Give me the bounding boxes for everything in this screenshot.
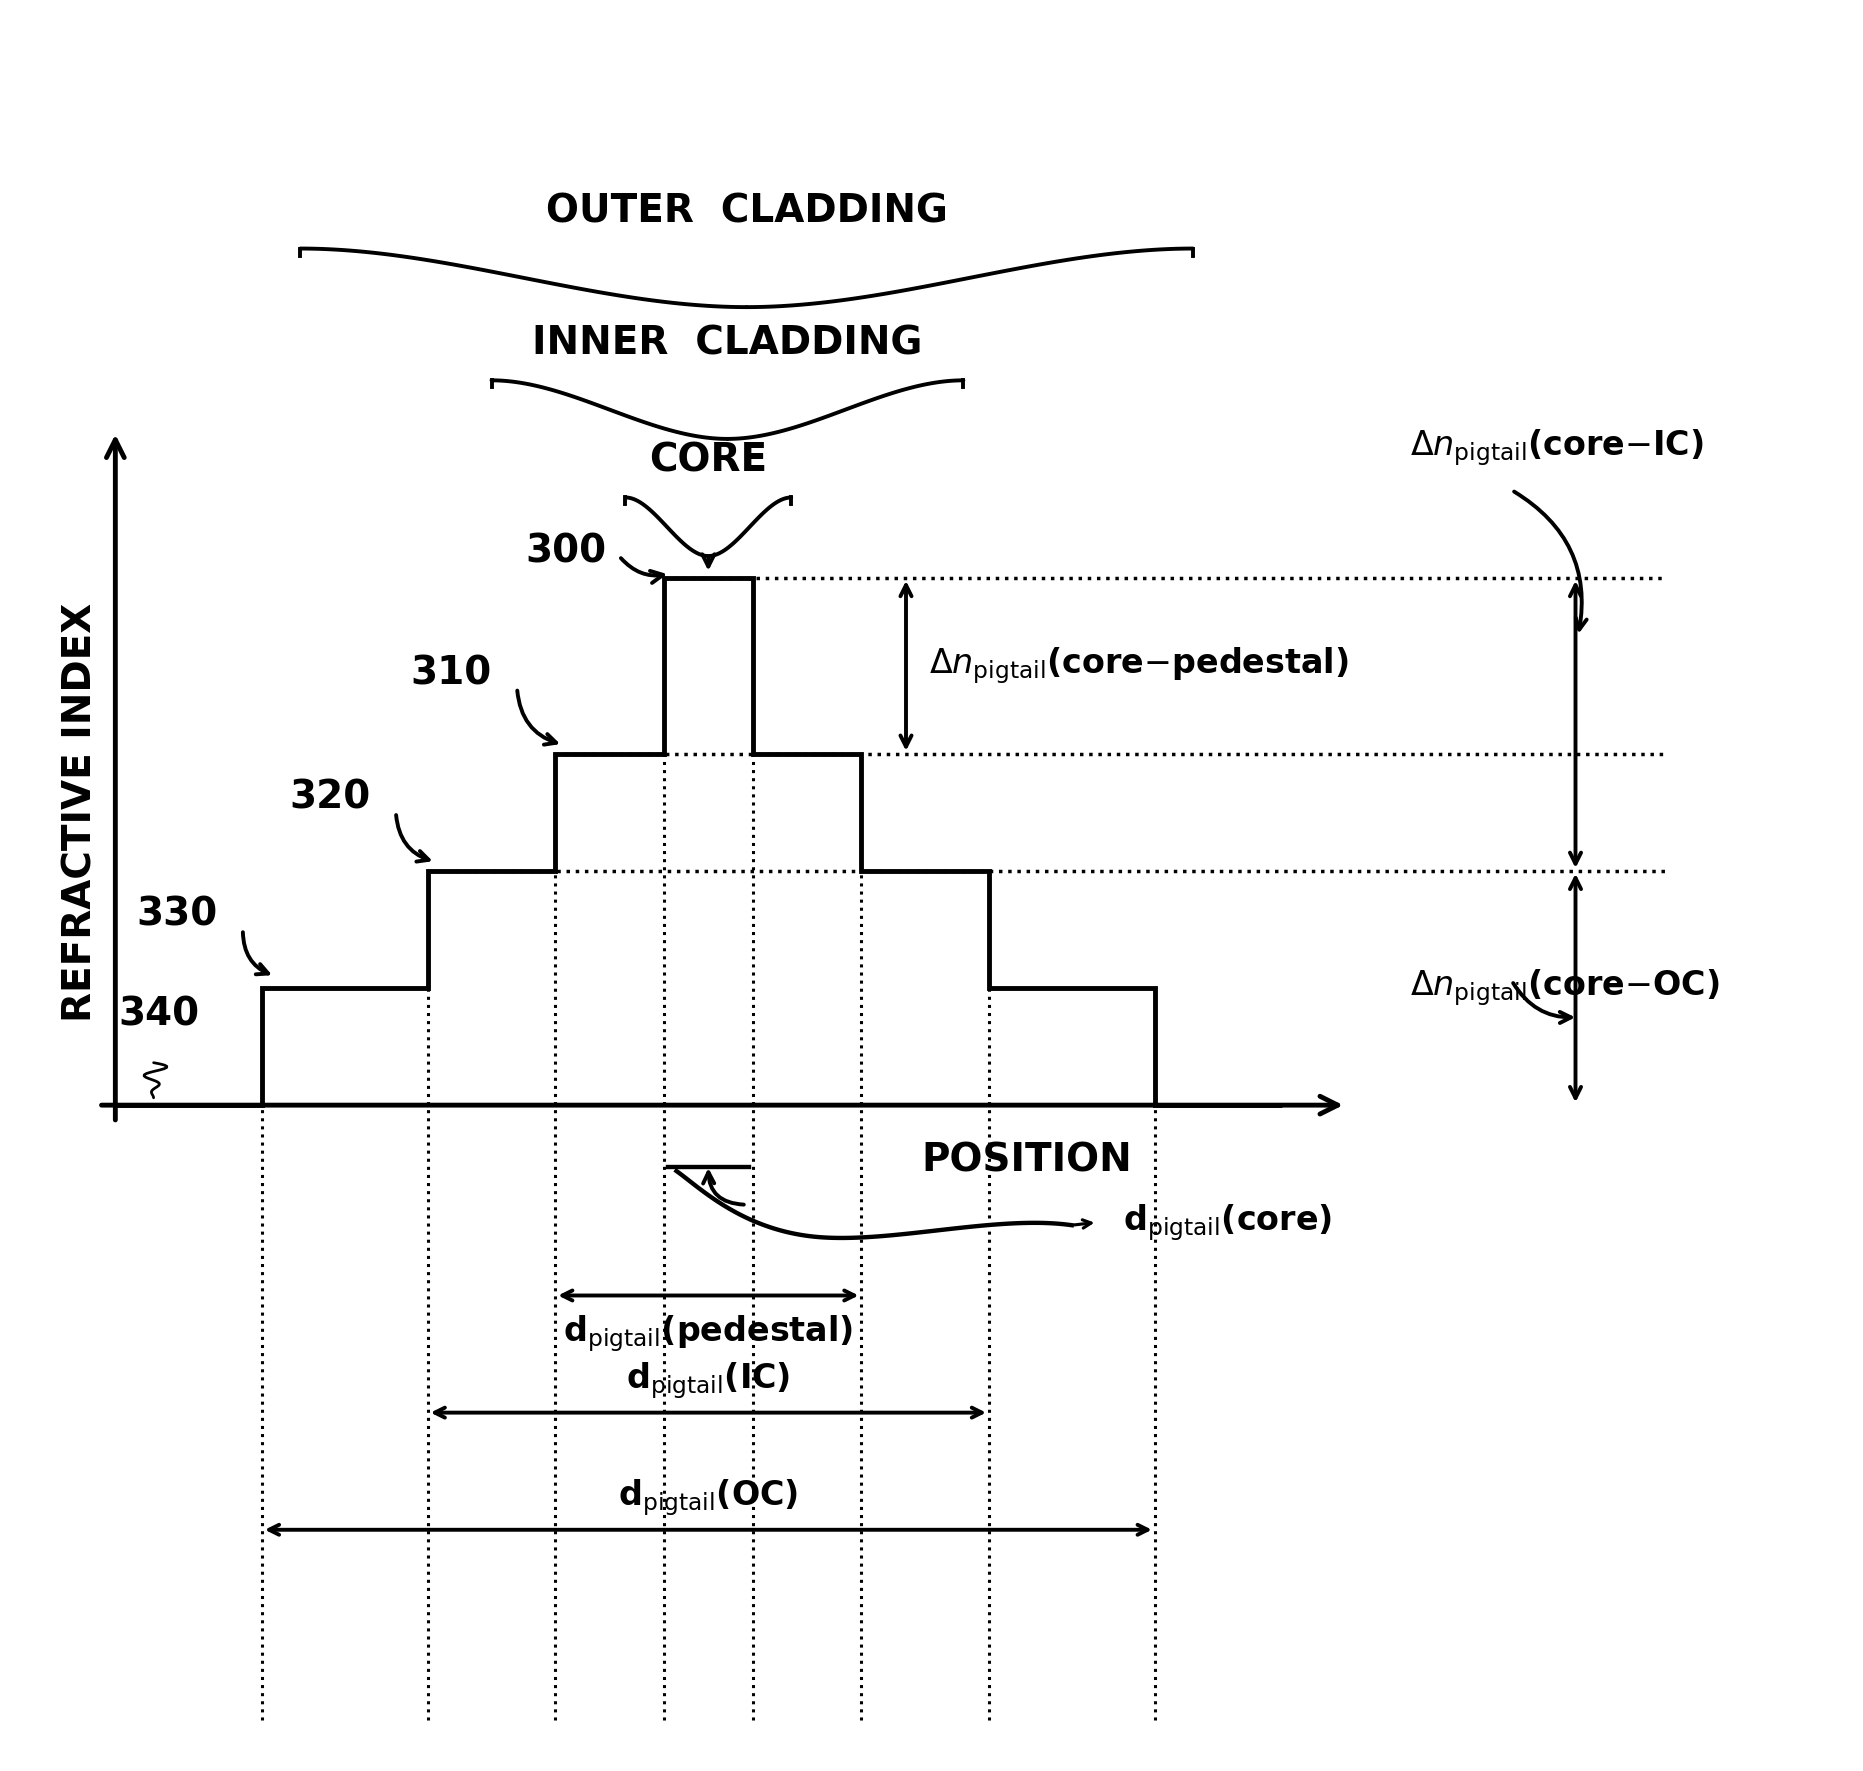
Text: 300: 300 <box>525 533 605 570</box>
Text: 310: 310 <box>410 653 492 692</box>
Text: $\Delta n_{\rm pigtail}$(core$-$pedestal): $\Delta n_{\rm pigtail}$(core$-$pedestal… <box>930 645 1349 685</box>
Text: d$_{\rm pigtail}$(OC): d$_{\rm pigtail}$(OC) <box>619 1477 799 1518</box>
Text: REFRACTIVE INDEX: REFRACTIVE INDEX <box>61 602 101 1022</box>
Text: POSITION: POSITION <box>922 1142 1133 1179</box>
Text: d$_{\rm pigtail}$(core): d$_{\rm pigtail}$(core) <box>1123 1203 1332 1243</box>
Text: CORE: CORE <box>650 443 768 480</box>
Text: 320: 320 <box>289 779 371 816</box>
Text: $\Delta n_{\rm pigtail}$(core$-$OC): $\Delta n_{\rm pigtail}$(core$-$OC) <box>1410 967 1720 1008</box>
Text: $\Delta n_{\rm pigtail}$(core$-$IC): $\Delta n_{\rm pigtail}$(core$-$IC) <box>1410 427 1703 468</box>
Text: OUTER  CLADDING: OUTER CLADDING <box>546 193 948 230</box>
Text: 330: 330 <box>136 896 218 933</box>
Text: d$_{\rm pigtail}$(pedestal): d$_{\rm pigtail}$(pedestal) <box>563 1312 853 1353</box>
Text: INNER  CLADDING: INNER CLADDING <box>533 324 922 363</box>
Text: 340: 340 <box>117 995 199 1032</box>
Text: d$_{\rm pigtail}$(IC): d$_{\rm pigtail}$(IC) <box>626 1360 790 1401</box>
